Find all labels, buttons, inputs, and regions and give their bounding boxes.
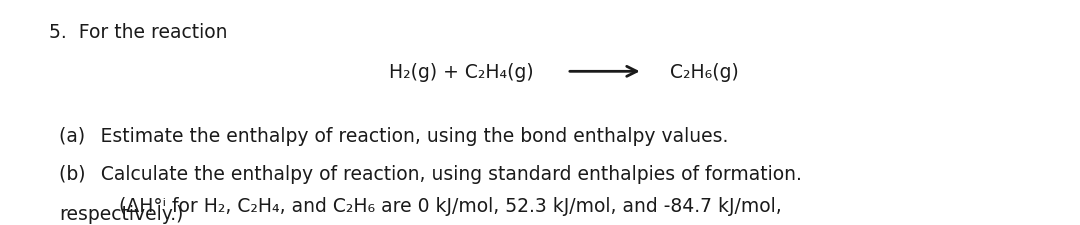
Text: (a)  Estimate the enthalpy of reaction, using the bond enthalpy values.: (a) Estimate the enthalpy of reaction, u… (59, 126, 729, 145)
Text: respectively.): respectively.) (59, 204, 184, 223)
Text: (ΔH°ⁱ for H₂, C₂H₄, and C₂H₆ are 0 kJ/mol, 52.3 kJ/mol, and -84.7 kJ/mol,: (ΔH°ⁱ for H₂, C₂H₄, and C₂H₆ are 0 kJ/mo… (119, 196, 782, 215)
Text: 5.  For the reaction: 5. For the reaction (49, 22, 227, 41)
Text: C₂H₆(g): C₂H₆(g) (670, 63, 739, 81)
Text: (b)  Calculate the enthalpy of reaction, using standard enthalpies of formation.: (b) Calculate the enthalpy of reaction, … (59, 164, 802, 183)
Text: H₂(g) + C₂H₄(g): H₂(g) + C₂H₄(g) (389, 63, 534, 81)
